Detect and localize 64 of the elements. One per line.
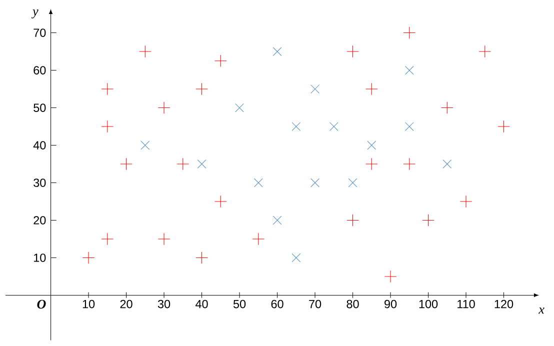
x-tick-label: 110	[458, 300, 475, 308]
point	[348, 178, 358, 188]
x-tick-label: 60	[271, 300, 284, 308]
point	[272, 216, 282, 225]
point	[292, 122, 301, 132]
point	[196, 252, 208, 264]
point	[441, 102, 454, 114]
point	[158, 102, 170, 114]
point	[329, 122, 338, 132]
point	[101, 120, 114, 133]
point	[310, 178, 320, 188]
x-tick-label: 10	[82, 300, 95, 308]
point	[478, 46, 492, 58]
point	[384, 270, 397, 283]
point	[214, 54, 227, 68]
y-tick-label: 60	[34, 66, 46, 75]
y-tick-label: 70	[34, 28, 46, 38]
point	[120, 158, 132, 170]
y-tick-label: 10	[34, 254, 46, 262]
point	[254, 178, 263, 188]
point	[404, 66, 414, 75]
y-axis-title: y	[31, 10, 38, 19]
point	[158, 233, 170, 246]
y-tick-label: 50	[34, 104, 46, 112]
point	[404, 122, 414, 132]
point	[140, 140, 150, 150]
point	[366, 83, 378, 96]
x-axis-title: x	[538, 308, 544, 314]
point	[422, 214, 434, 227]
point	[139, 46, 152, 58]
point	[176, 158, 190, 170]
point	[292, 253, 301, 262]
x-tick-label: 20	[120, 300, 132, 308]
x-tick-label: 70	[309, 300, 322, 308]
point	[310, 84, 320, 94]
x-tick-label: 90	[384, 300, 397, 308]
x-tick-label: 120	[494, 300, 514, 308]
point	[346, 214, 359, 227]
y-tick-label: 20	[34, 216, 46, 225]
point	[272, 47, 282, 56]
point	[403, 26, 416, 40]
point	[252, 233, 265, 246]
point	[214, 196, 227, 208]
point	[346, 46, 359, 58]
y-tick-label: 40	[33, 141, 46, 150]
point	[101, 233, 114, 246]
point	[235, 103, 244, 112]
point	[197, 160, 206, 169]
point	[403, 158, 416, 170]
point	[498, 120, 510, 133]
x-tick-label: 50	[233, 300, 246, 308]
annotation: O	[37, 300, 46, 309]
point	[101, 83, 114, 96]
point	[442, 160, 452, 169]
x-tick-label: 30	[158, 300, 170, 308]
x-tick-label: 100	[419, 300, 438, 308]
point	[366, 158, 378, 170]
point	[367, 140, 376, 150]
point	[460, 196, 472, 208]
point	[196, 83, 208, 96]
x-tick-label: 80	[346, 300, 359, 308]
point	[82, 252, 95, 264]
y-tick-label: 30	[34, 178, 46, 188]
x-tick-label: 40	[196, 300, 208, 308]
